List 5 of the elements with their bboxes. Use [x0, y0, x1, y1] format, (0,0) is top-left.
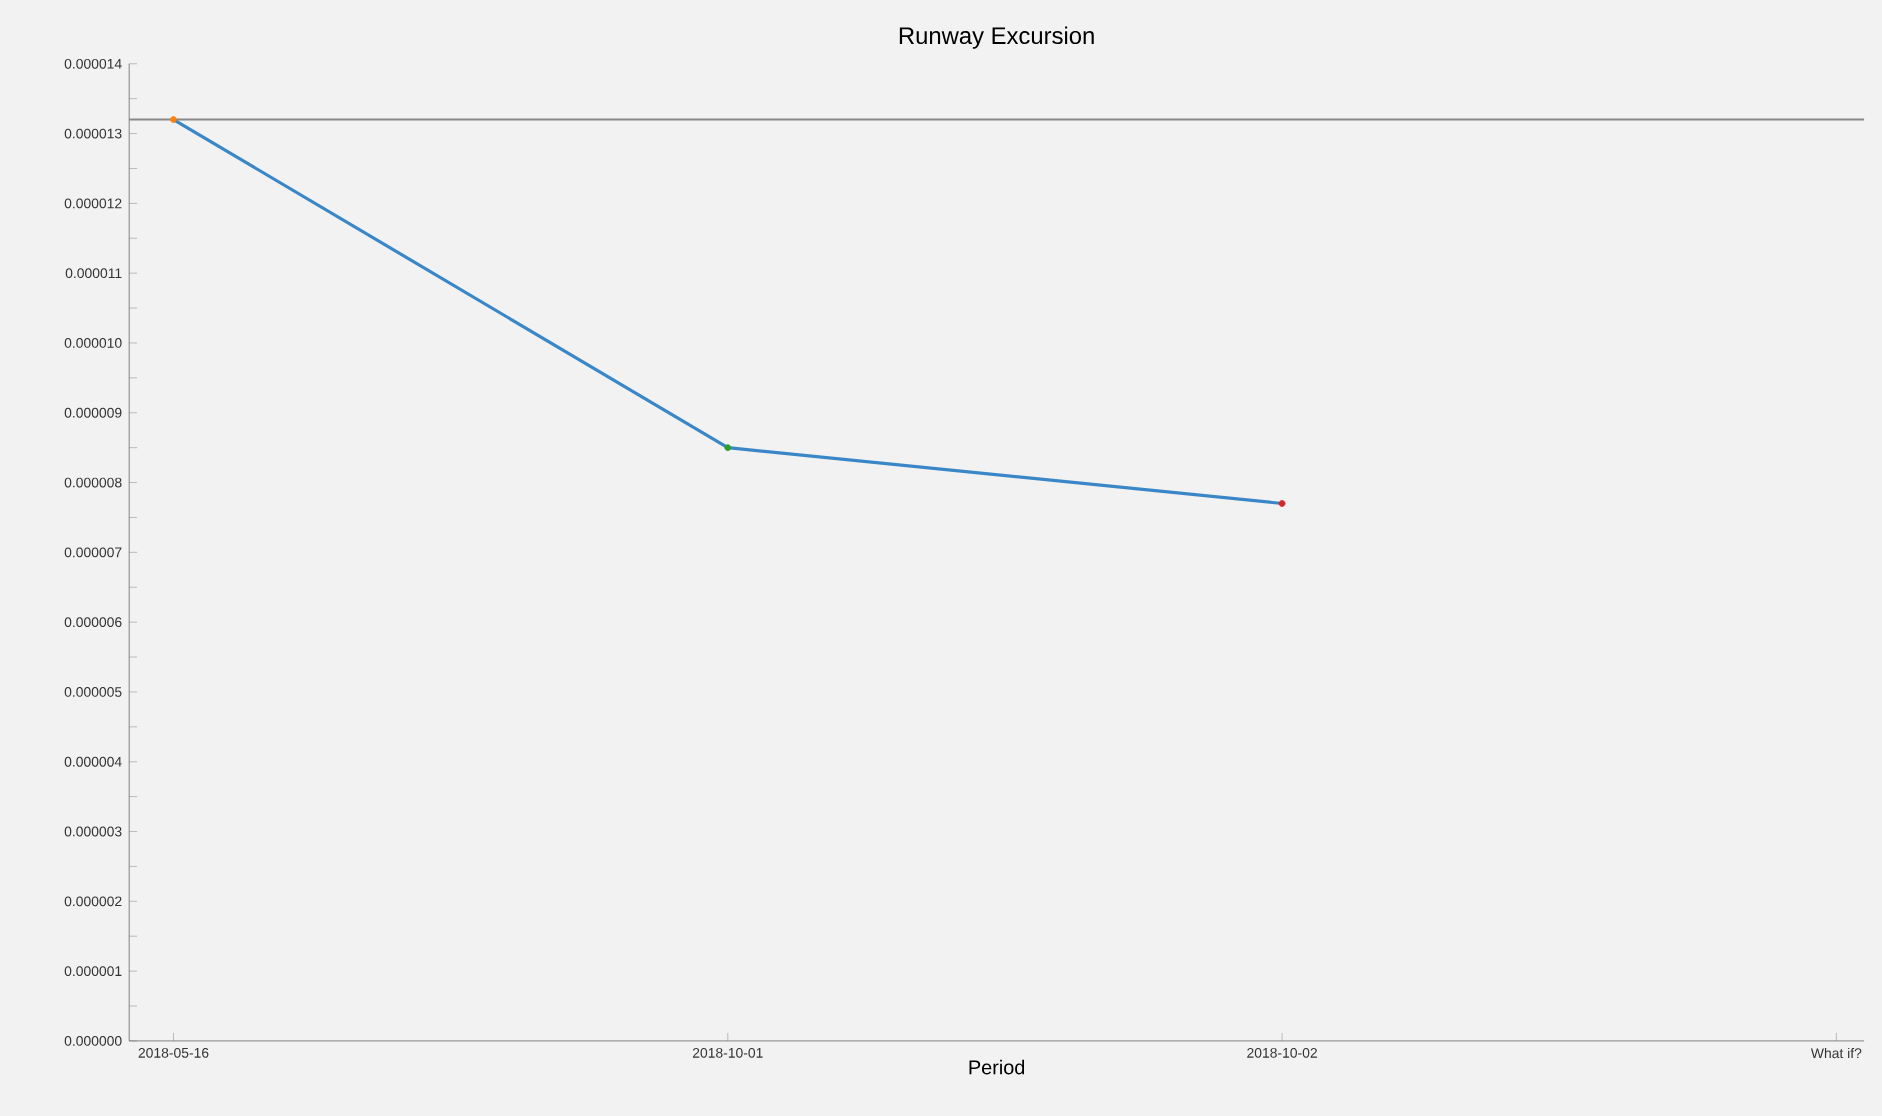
point: [1278, 499, 1286, 507]
point: [170, 115, 177, 123]
chart-title: Runway Excursion: [899, 26, 1094, 49]
point: [724, 443, 732, 451]
x-axis-title: Period: [969, 1059, 1025, 1075]
